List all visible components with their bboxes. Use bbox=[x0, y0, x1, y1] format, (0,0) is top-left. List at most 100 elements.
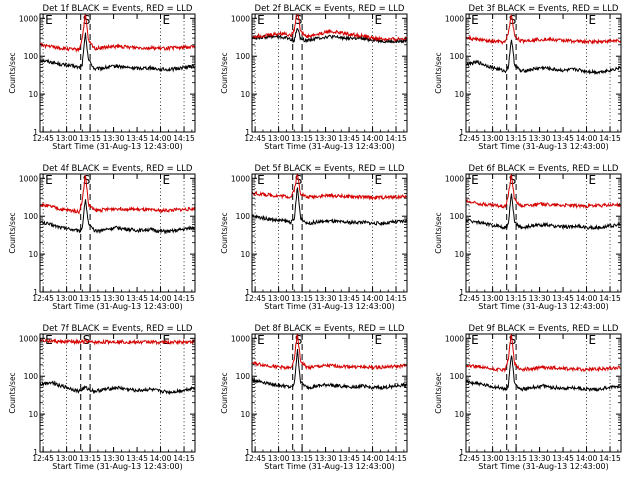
series-line-red bbox=[39, 338, 195, 346]
x-tick-label: 14:15 bbox=[173, 454, 195, 463]
marker-label-e: E bbox=[471, 13, 479, 27]
y-tick-label: 100 bbox=[24, 52, 39, 61]
x-tick-label: 14:15 bbox=[599, 134, 621, 143]
y-axis-label: Counts/sec bbox=[434, 372, 443, 413]
x-tick-label: 14:00 bbox=[576, 134, 598, 143]
x-axis-label: Start Time (31-Aug-13 12:43:00) bbox=[264, 142, 395, 151]
series-line-black bbox=[251, 27, 407, 44]
marker-label-e: E bbox=[257, 13, 265, 27]
y-tick-label: 10 bbox=[28, 250, 38, 259]
y-tick-label: 100 bbox=[450, 372, 465, 381]
x-tick-label: 13:30 bbox=[529, 454, 551, 463]
y-tick-label: 10 bbox=[454, 90, 464, 99]
x-tick-label: 13:00 bbox=[268, 134, 290, 143]
panel-title: Det 2f BLACK = Events, RED = LLD bbox=[255, 4, 405, 14]
y-axis-label: Counts/sec bbox=[8, 212, 17, 253]
plot-frame bbox=[39, 333, 196, 453]
y-axis-label: Counts/sec bbox=[8, 52, 17, 93]
x-tick-label: 13:15 bbox=[291, 294, 313, 303]
y-axis-label: Counts/sec bbox=[8, 372, 17, 413]
y-tick-label: 100 bbox=[236, 52, 251, 61]
marker-label-e: E bbox=[163, 173, 171, 187]
series-line-black bbox=[39, 379, 195, 396]
x-tick-label: 13:45 bbox=[126, 454, 148, 463]
series-line-black bbox=[251, 187, 407, 227]
y-tick-label: 1 bbox=[459, 288, 464, 297]
x-tick-label: 13:30 bbox=[315, 454, 337, 463]
x-axis-label: Start Time (31-Aug-13 12:43:00) bbox=[264, 462, 395, 471]
y-tick-label: 10 bbox=[240, 250, 250, 259]
series-line-red bbox=[251, 333, 407, 371]
y-tick-label: 1 bbox=[33, 288, 38, 297]
y-tick-label: 1 bbox=[459, 448, 464, 457]
x-tick-label: 13:30 bbox=[315, 134, 337, 143]
y-tick-label: 10 bbox=[240, 90, 250, 99]
x-tick-label: 13:00 bbox=[56, 294, 78, 303]
marker-label-s: S bbox=[509, 333, 517, 347]
x-tick-label: 12:45 bbox=[32, 134, 54, 143]
y-tick-label: 1000 bbox=[19, 14, 38, 23]
x-tick-label: 13:15 bbox=[505, 454, 527, 463]
x-axis-label: Start Time (31-Aug-13 12:43:00) bbox=[52, 302, 183, 311]
marker-label-s: S bbox=[295, 13, 303, 27]
y-tick-label: 1000 bbox=[231, 14, 250, 23]
series-line-red bbox=[251, 13, 407, 43]
y-tick-label: 10 bbox=[454, 410, 464, 419]
x-axis-label: Start Time (31-Aug-13 12:43:00) bbox=[264, 302, 395, 311]
y-tick-label: 10 bbox=[454, 250, 464, 259]
y-tick-label: 100 bbox=[24, 372, 39, 381]
x-tick-label: 13:15 bbox=[505, 134, 527, 143]
plot-frame bbox=[465, 173, 622, 293]
x-tick-label: 14:00 bbox=[362, 454, 384, 463]
x-tick-label: 13:15 bbox=[79, 134, 101, 143]
x-tick-label: 13:00 bbox=[482, 134, 504, 143]
series-line-black bbox=[465, 39, 621, 76]
y-tick-label: 1 bbox=[245, 128, 250, 137]
marker-label-e: E bbox=[375, 13, 383, 27]
x-tick-label: 13:45 bbox=[552, 134, 574, 143]
x-axis-label: Start Time (31-Aug-13 12:43:00) bbox=[52, 142, 183, 151]
x-tick-label: 13:45 bbox=[338, 134, 360, 143]
x-tick-label: 12:45 bbox=[32, 454, 54, 463]
x-tick-label: 13:45 bbox=[338, 454, 360, 463]
x-tick-label: 12:45 bbox=[458, 454, 480, 463]
x-tick-label: 12:45 bbox=[244, 294, 266, 303]
series-line-black bbox=[39, 32, 195, 73]
y-axis-label: Counts/sec bbox=[220, 212, 229, 253]
x-tick-label: 14:15 bbox=[599, 454, 621, 463]
x-tick-label: 13:15 bbox=[79, 454, 101, 463]
marker-label-e: E bbox=[45, 173, 53, 187]
series-line-red bbox=[251, 173, 407, 201]
x-tick-label: 13:30 bbox=[103, 294, 125, 303]
y-tick-label: 1 bbox=[33, 448, 38, 457]
series-line-red bbox=[465, 14, 621, 46]
plot-frame bbox=[251, 333, 408, 453]
x-tick-label: 13:00 bbox=[268, 294, 290, 303]
series-line-black bbox=[251, 349, 407, 391]
x-tick-label: 14:00 bbox=[576, 294, 598, 303]
marker-label-s: S bbox=[83, 333, 91, 347]
y-tick-label: 1000 bbox=[231, 174, 250, 183]
y-tick-label: 100 bbox=[236, 212, 251, 221]
plot-frame bbox=[251, 173, 408, 293]
series-line-red bbox=[465, 174, 621, 210]
x-tick-label: 13:30 bbox=[103, 454, 125, 463]
x-tick-label: 12:45 bbox=[244, 134, 266, 143]
marker-label-e: E bbox=[257, 173, 265, 187]
y-tick-label: 1000 bbox=[19, 334, 38, 343]
y-tick-label: 100 bbox=[236, 372, 251, 381]
panel-title: Det 7f BLACK = Events, RED = LLD bbox=[43, 324, 193, 334]
plot-frame bbox=[251, 13, 408, 133]
x-tick-label: 12:45 bbox=[458, 134, 480, 143]
x-tick-label: 13:30 bbox=[103, 134, 125, 143]
x-tick-label: 13:30 bbox=[529, 294, 551, 303]
marker-label-e: E bbox=[589, 333, 597, 347]
marker-label-e: E bbox=[471, 173, 479, 187]
x-tick-label: 13:45 bbox=[552, 294, 574, 303]
